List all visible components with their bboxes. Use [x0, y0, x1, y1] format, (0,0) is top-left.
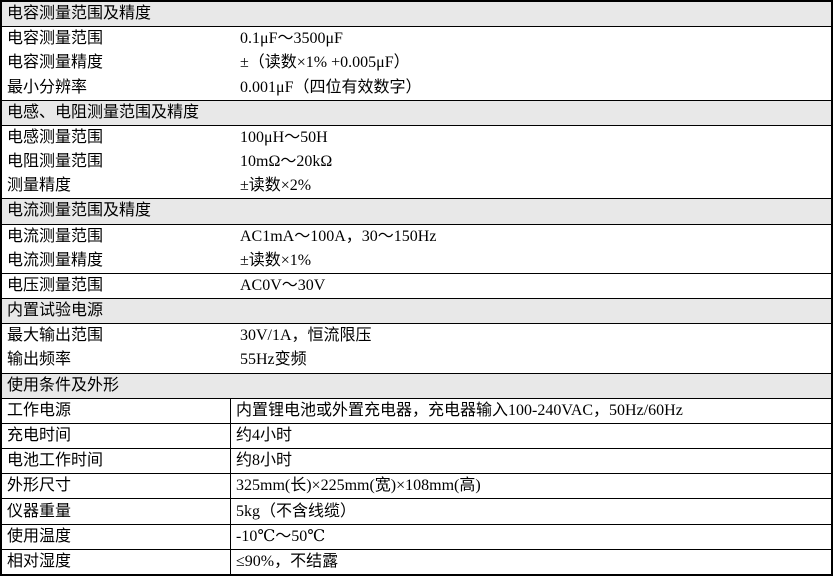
- table-row: 输出频率 55Hz变频: [2, 348, 831, 374]
- spec-label: 最大输出范围: [7, 327, 104, 345]
- spec-value: 内置锂电池或外置充电器，充电器输入100-240VAC，50Hz/60Hz: [236, 401, 683, 419]
- table-row: 电压测量范围 AC0V～30V: [2, 274, 831, 300]
- spec-value: -10℃～50℃: [236, 527, 326, 545]
- spec-value: ±读数×2%: [240, 177, 312, 195]
- spec-value: AC1mA～100A，30～150Hz: [240, 227, 437, 245]
- section-header-conditions: 使用条件及外形: [2, 373, 831, 399]
- table-row: 充电时间 约4小时: [2, 423, 831, 450]
- spec-value: 55Hz变频: [240, 351, 307, 369]
- table-row: 电阻测量范围 10mΩ～20kΩ: [2, 150, 831, 174]
- spec-value: 325mm(长)×225mm(宽)×108mm(高): [236, 477, 481, 495]
- table-row: 仪器重量 5kg（不含线缆）: [2, 499, 831, 525]
- spec-value: 约8小时: [236, 452, 293, 470]
- spec-label: 电流测量精度: [7, 251, 104, 269]
- spec-label: 使用温度: [2, 524, 231, 549]
- spec-value: ≤90%，不结露: [236, 552, 339, 570]
- table-row: 电容测量范围 0.1μF～3500μF: [2, 27, 831, 51]
- table-row: 最大输出范围 30V/1A，恒流限压: [2, 324, 831, 348]
- section-header-capacitance: 电容测量范围及精度: [2, 2, 831, 28]
- spec-value: ±读数×1%: [240, 251, 312, 269]
- spec-label: 测量精度: [7, 177, 72, 195]
- table-row: 电容测量精度 ±（读数×1% +0.005μF）: [2, 51, 831, 75]
- table-row: 电流测量范围 AC1mA～100A，30～150Hz: [2, 225, 831, 249]
- section-header-current: 电流测量范围及精度: [2, 199, 831, 225]
- spec-label: 电阻测量范围: [7, 153, 104, 171]
- spec-value: 10mΩ～20kΩ: [240, 153, 333, 171]
- spec-label: 电容测量范围: [7, 30, 104, 48]
- spec-label: 相对湿度: [2, 549, 231, 574]
- table-row: 相对湿度 ≤90%，不结露: [2, 549, 831, 574]
- section-header-power-source: 内置试验电源: [2, 299, 831, 325]
- section-header-inductance-resistance: 电感、电阻测量范围及精度: [2, 100, 831, 126]
- spec-label: 电容测量精度: [7, 54, 104, 72]
- spec-label: 电压测量范围: [7, 276, 104, 294]
- spec-label: 仪器重量: [2, 499, 231, 524]
- spec-value: 5kg（不含线缆）: [236, 502, 357, 520]
- table-row: 使用温度 -10℃～50℃: [2, 524, 831, 550]
- spec-value: 100μH～50H: [240, 128, 328, 146]
- table-row: 工作电源 内置锂电池或外置充电器，充电器输入100-240VAC，50Hz/60…: [2, 398, 831, 424]
- table-row: 最小分辨率 0.001μF（四位有效数字）: [2, 76, 831, 101]
- table-row: 电池工作时间 约8小时: [2, 449, 831, 475]
- spec-value: 约4小时: [236, 427, 293, 444]
- spec-value: 0.001μF（四位有效数字）: [240, 78, 422, 96]
- spec-label: 工作电源: [2, 398, 231, 423]
- table-row: 测量精度 ±读数×2%: [2, 174, 831, 200]
- spec-label: 电感测量范围: [7, 128, 104, 146]
- table-row: 外形尺寸 325mm(长)×225mm(宽)×108mm(高): [2, 474, 831, 500]
- spec-label: 外形尺寸: [2, 474, 231, 499]
- table-row: 电流测量精度 ±读数×1%: [2, 249, 831, 274]
- spec-value: ±（读数×1% +0.005μF）: [240, 54, 410, 72]
- spec-value: 30V/1A，恒流限压: [240, 327, 372, 345]
- spec-label: 电池工作时间: [2, 449, 231, 474]
- spec-label: 最小分辨率: [7, 78, 88, 96]
- spec-value: 0.1μF～3500μF: [240, 30, 343, 48]
- spec-label: 电流测量范围: [7, 227, 104, 245]
- spec-label: 充电时间: [2, 423, 231, 449]
- spec-value: AC0V～30V: [240, 276, 326, 294]
- table-row: 电感测量范围 100μH～50H: [2, 126, 831, 150]
- spec-label: 输出频率: [7, 351, 72, 369]
